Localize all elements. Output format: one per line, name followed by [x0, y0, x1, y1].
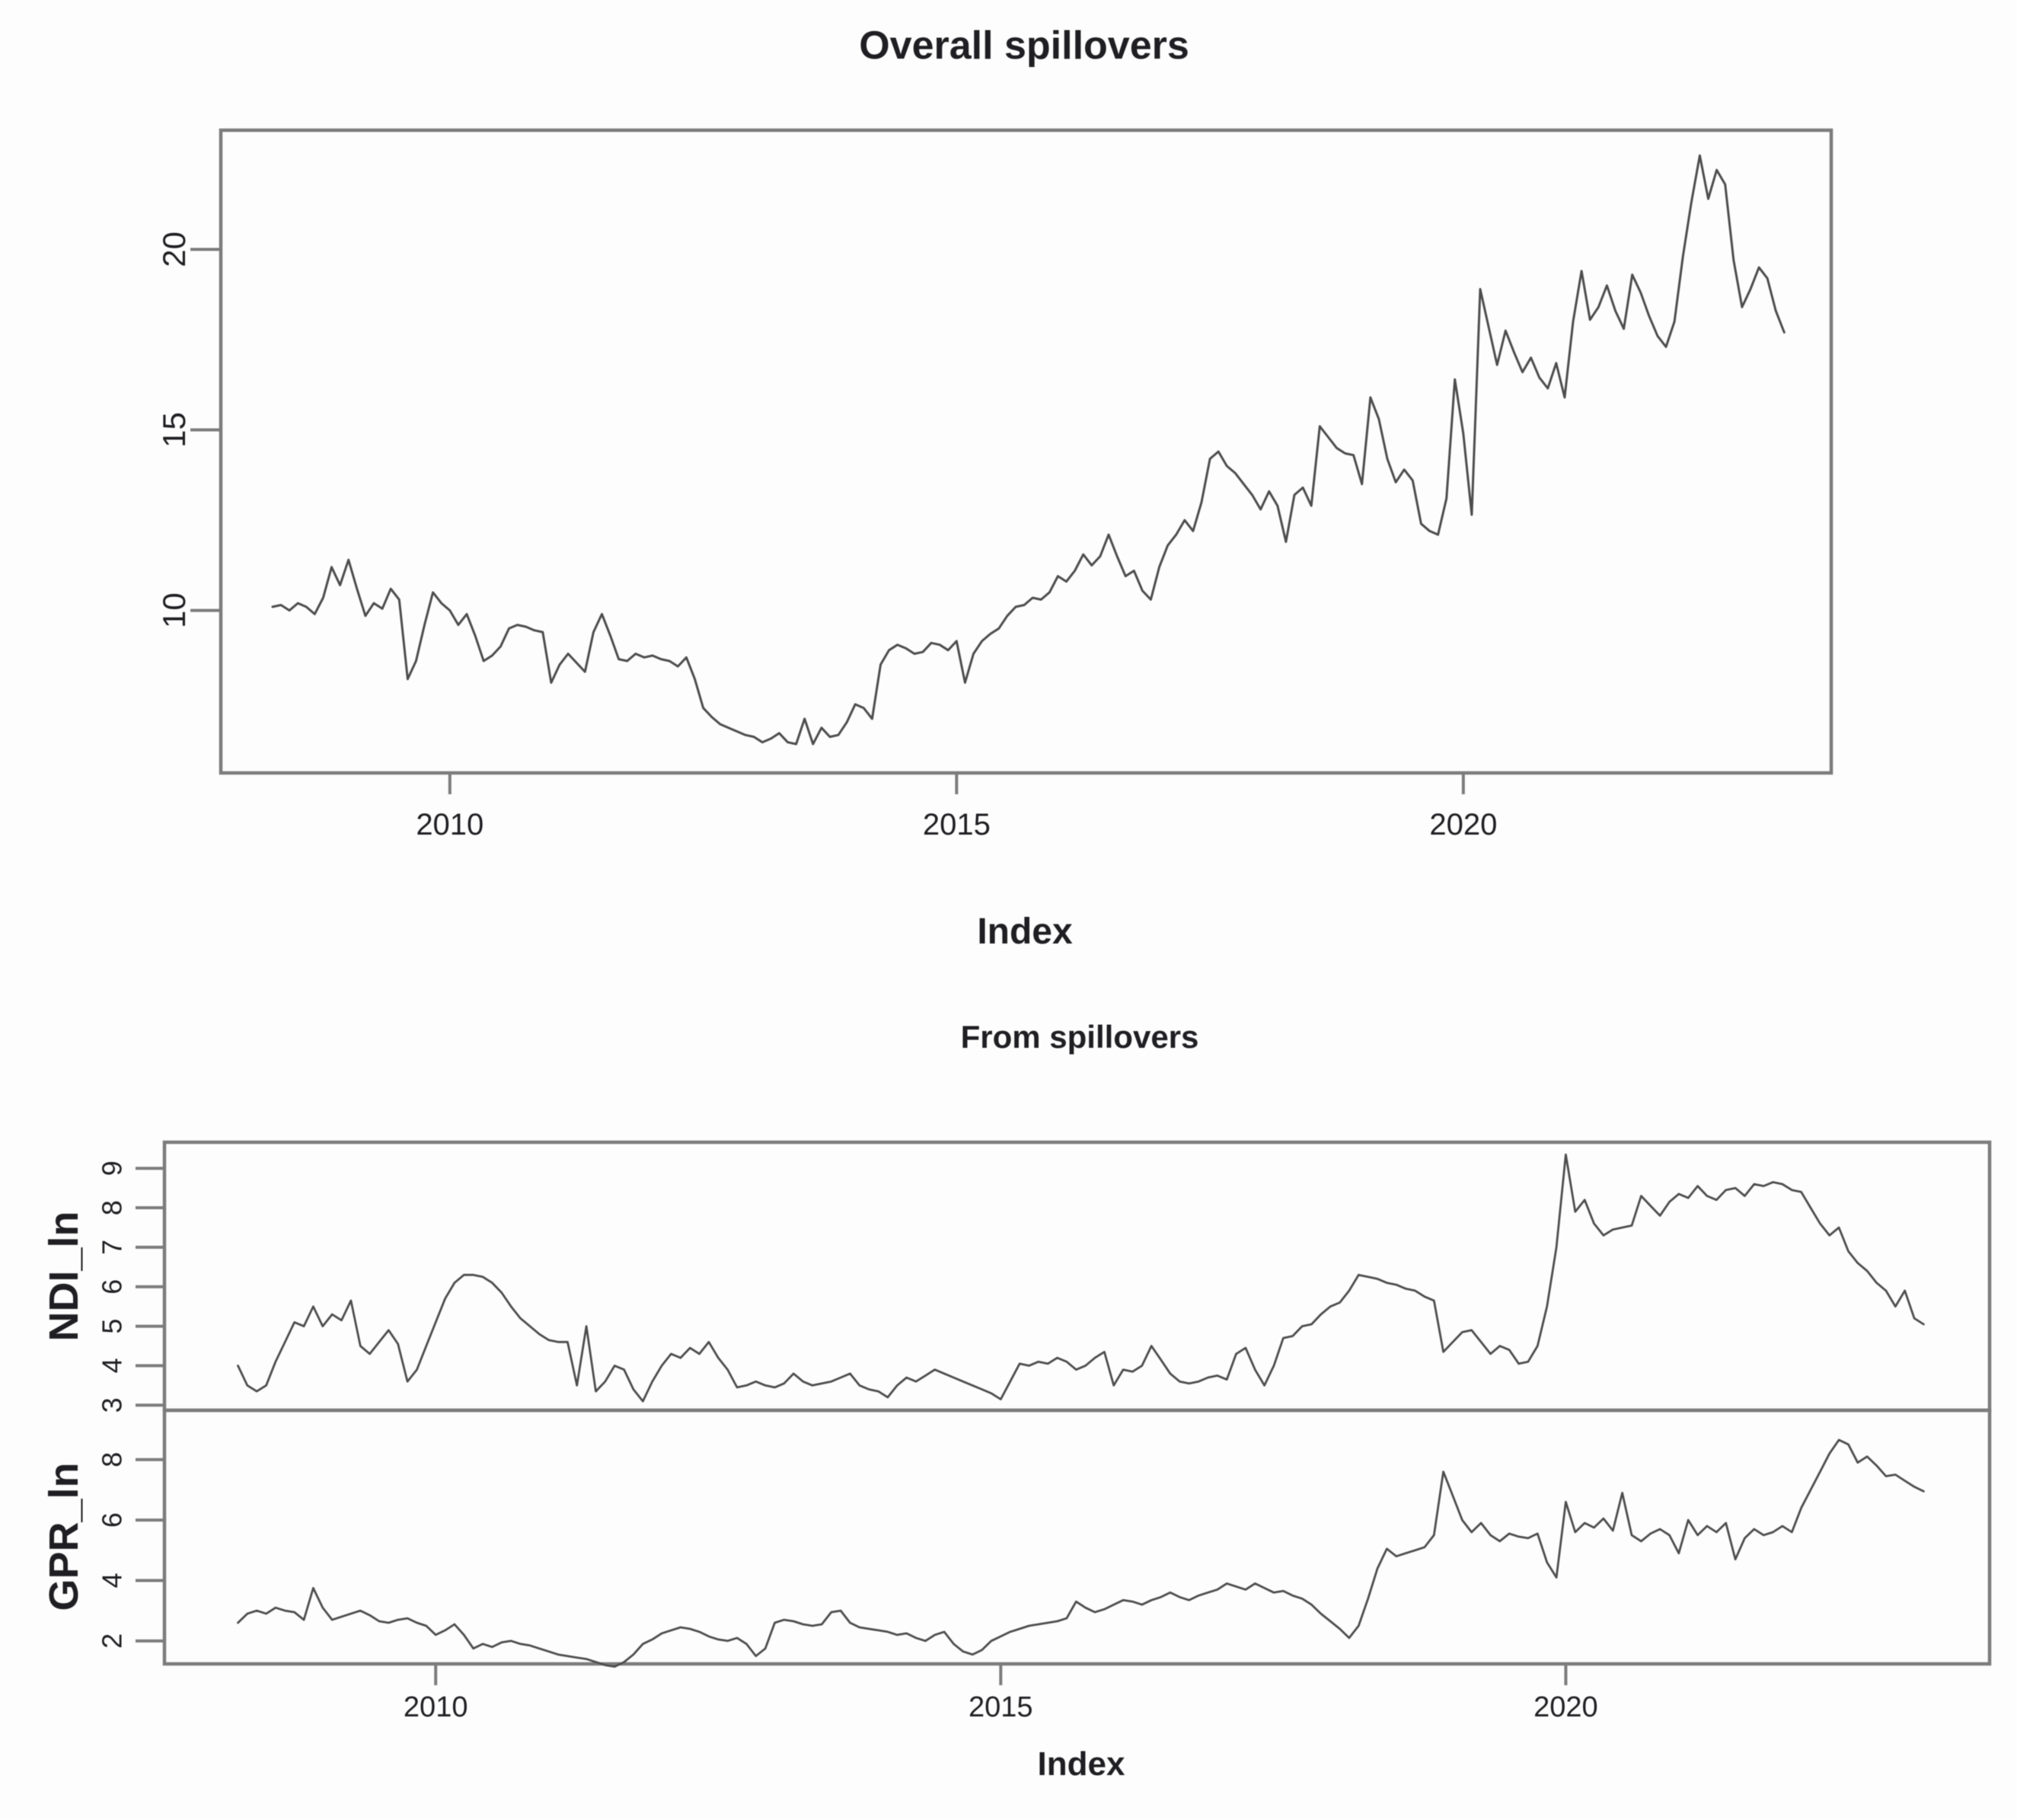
- y-tick-label: 8: [97, 1452, 128, 1467]
- y-tick-label: 8: [97, 1200, 128, 1215]
- x-tick-label: 2020: [1429, 808, 1497, 841]
- x-tick-label: 2015: [923, 808, 991, 841]
- x-tick-label: 2010: [404, 1691, 468, 1723]
- overall-x-axis-label: Index: [977, 912, 1073, 952]
- y-tick-label: 5: [97, 1319, 128, 1334]
- y-tick-label: 15: [156, 412, 192, 448]
- series-line: [237, 1153, 1925, 1403]
- y-tick-label: 4: [97, 1358, 128, 1373]
- series-line: [271, 154, 1786, 746]
- plot-box: [219, 128, 1833, 775]
- from-x-axis-label: Index: [1037, 1745, 1125, 1783]
- y-tick-label: 7: [97, 1240, 128, 1255]
- overall-chart-title: Overall spillovers: [859, 24, 1189, 68]
- y-tick-label: 10: [156, 592, 192, 628]
- series-line: [237, 1438, 1925, 1668]
- x-tick-label: 2015: [969, 1691, 1033, 1723]
- gpr-y-axis-label: GPR_ln: [41, 1462, 87, 1611]
- y-tick-label: 4: [97, 1573, 128, 1588]
- y-tick-label: 6: [97, 1279, 128, 1295]
- y-tick-label: 6: [97, 1512, 128, 1528]
- ndi-y-axis-label: NDI_ln: [41, 1211, 87, 1342]
- y-tick-label: 3: [97, 1397, 128, 1413]
- y-tick-label: 2: [97, 1633, 128, 1649]
- plot-box: [162, 1408, 1992, 1666]
- y-tick-label: 20: [156, 231, 192, 267]
- x-tick-label: 2020: [1533, 1691, 1598, 1723]
- from-chart-title: From spillovers: [960, 1019, 1199, 1055]
- x-tick-label: 2010: [416, 808, 484, 841]
- y-tick-label: 9: [97, 1161, 128, 1176]
